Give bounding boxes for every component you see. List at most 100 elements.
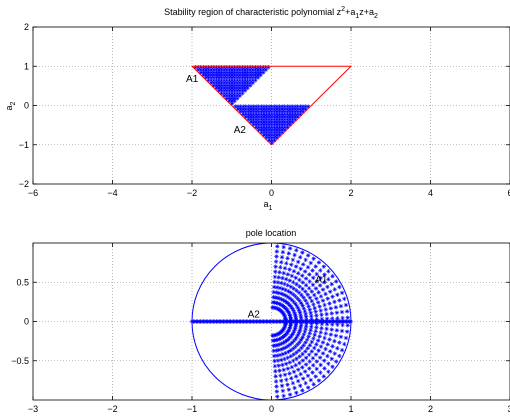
region-a1-point bbox=[245, 85, 250, 91]
pole-marker bbox=[294, 288, 299, 293]
pole-marker bbox=[293, 301, 298, 307]
region-a2-point bbox=[264, 135, 269, 140]
pole-ytick-label: 0.5 bbox=[16, 277, 29, 287]
region-a1-point bbox=[248, 78, 253, 83]
pole-ytick-label: −0.5 bbox=[11, 356, 29, 366]
region-a1-point bbox=[206, 65, 211, 70]
region-a2-point bbox=[253, 125, 259, 130]
pole-marker bbox=[310, 370, 315, 375]
region-a2-point bbox=[264, 122, 269, 127]
pole-marker bbox=[274, 348, 279, 353]
pole-marker bbox=[299, 345, 304, 351]
pole-marker bbox=[344, 329, 350, 334]
pole-marker bbox=[285, 366, 291, 371]
pole-marker bbox=[314, 296, 319, 301]
pole-marker bbox=[333, 305, 339, 310]
pole-marker bbox=[318, 294, 324, 299]
region-a2-point bbox=[272, 119, 277, 125]
region-a1-point bbox=[227, 67, 232, 73]
pole-marker bbox=[280, 275, 285, 281]
region-a1-point bbox=[209, 67, 214, 73]
pole-marker bbox=[273, 264, 278, 269]
region-a1-point bbox=[232, 98, 237, 104]
pole-marker bbox=[327, 349, 333, 354]
region-a1-point bbox=[235, 88, 240, 93]
region-a1-point bbox=[224, 85, 229, 91]
pole-marker bbox=[281, 270, 286, 276]
pole-marker bbox=[323, 307, 329, 312]
pole-marker bbox=[297, 310, 303, 315]
region-a2-point bbox=[264, 127, 269, 133]
pole-marker bbox=[332, 338, 337, 344]
pole-marker bbox=[305, 301, 310, 306]
region-a2-point bbox=[259, 117, 264, 122]
region-a1-point bbox=[242, 78, 248, 83]
region-a2-point bbox=[277, 114, 282, 120]
stability-plot-ylabel: a2 bbox=[4, 101, 17, 110]
region-a2-point bbox=[269, 135, 274, 140]
region-a1-point bbox=[222, 85, 227, 91]
region-a2-point bbox=[261, 119, 267, 125]
pole-marker bbox=[280, 351, 286, 357]
pole-xtick-label: 2 bbox=[428, 404, 433, 414]
pole-marker bbox=[287, 326, 292, 332]
pole-marker bbox=[326, 277, 331, 282]
pole-marker bbox=[277, 270, 282, 275]
pole-marker bbox=[297, 354, 302, 359]
region-a2-point bbox=[251, 119, 256, 125]
pole-marker bbox=[277, 285, 283, 291]
pole-marker bbox=[295, 332, 301, 338]
pole-marker bbox=[297, 284, 302, 289]
pole-marker bbox=[303, 355, 309, 360]
region-a1-point bbox=[232, 80, 237, 86]
region-a2-point bbox=[287, 122, 293, 127]
pole-marker bbox=[300, 335, 305, 340]
pole-marker bbox=[305, 265, 311, 270]
region-a1-point bbox=[198, 67, 203, 73]
pole-marker bbox=[287, 325, 293, 330]
region-a1-point bbox=[229, 70, 235, 75]
pole-marker bbox=[298, 371, 303, 377]
pole-marker bbox=[305, 385, 311, 390]
pole-marker bbox=[291, 330, 296, 335]
region-a2-point bbox=[285, 114, 290, 120]
region-a2-point bbox=[256, 104, 261, 109]
pole-marker bbox=[294, 282, 299, 287]
pole-marker bbox=[301, 295, 306, 300]
pole-markers bbox=[189, 244, 354, 399]
region-a2-point bbox=[277, 109, 282, 114]
pole-marker bbox=[300, 280, 306, 285]
pole-marker bbox=[279, 383, 285, 389]
region-a2-point bbox=[279, 114, 285, 120]
region-a1-point bbox=[255, 65, 261, 70]
pole-marker bbox=[292, 328, 297, 333]
pole-marker bbox=[301, 343, 306, 348]
pole-marker bbox=[284, 377, 289, 382]
pole-marker bbox=[287, 267, 292, 272]
pole-xtick-label: 1 bbox=[348, 404, 353, 414]
region-a2-point bbox=[266, 112, 272, 117]
region-a2-point bbox=[287, 119, 293, 125]
region-a2-point bbox=[266, 130, 272, 135]
region-a2-point bbox=[256, 117, 261, 122]
pole-marker bbox=[292, 326, 298, 332]
pole-marker bbox=[278, 302, 284, 307]
pole-marker bbox=[282, 356, 287, 362]
pole-marker bbox=[282, 372, 288, 377]
pole-marker bbox=[302, 308, 308, 314]
pole-marker bbox=[275, 337, 281, 342]
region-a1-point bbox=[219, 65, 224, 70]
pole-marker bbox=[317, 355, 323, 360]
pole-marker bbox=[311, 256, 316, 261]
region-a1-point bbox=[245, 65, 250, 70]
region-a1-point bbox=[258, 65, 263, 70]
region-a2-point bbox=[277, 130, 282, 135]
region-a2-point bbox=[292, 114, 298, 120]
pole-marker bbox=[293, 374, 299, 379]
region-a1-point bbox=[224, 67, 229, 73]
pole-marker bbox=[314, 321, 319, 326]
region-a2-point bbox=[253, 117, 259, 122]
region-a2-point bbox=[274, 119, 280, 125]
region-a1-point bbox=[250, 80, 255, 86]
pole-marker bbox=[281, 244, 286, 250]
